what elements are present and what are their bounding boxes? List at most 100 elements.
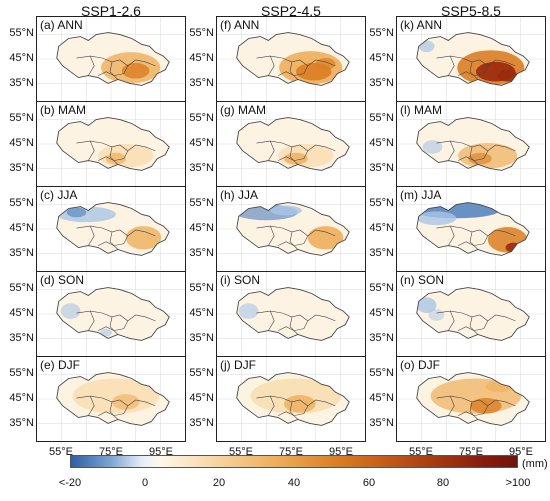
country-boundary <box>487 314 516 322</box>
country-boundary <box>256 395 309 416</box>
region-boundary <box>236 202 350 256</box>
region-map <box>397 17 545 101</box>
map-panel: (l) MAM <box>396 101 546 187</box>
region-boundary <box>236 372 350 426</box>
country-boundary <box>127 314 156 322</box>
anomaly-patch <box>100 328 112 337</box>
latitude-tick-label: 55°N <box>9 27 34 39</box>
country-boundary <box>487 144 516 152</box>
latitude-tick-label: 55°N <box>369 367 394 379</box>
anomaly-patch <box>106 152 126 165</box>
country-boundary <box>469 146 479 165</box>
latitude-tick-label: 55°N <box>369 282 394 294</box>
latitude-tick-label: 55°N <box>189 197 214 209</box>
latitude-tick-label: 45°N <box>9 137 34 149</box>
region-boundary <box>236 117 350 171</box>
latitude-tick-label: 55°N <box>9 197 34 209</box>
latitude-tick-label: 55°N <box>9 112 34 124</box>
map-panel: (c) JJA <box>36 186 186 272</box>
panel-label: (e) DJF <box>40 358 80 372</box>
colorbar-tick: >100 <box>505 477 531 489</box>
anomaly-patch <box>416 211 457 226</box>
panel-label: (j) DJF <box>220 358 256 372</box>
region-boundary <box>56 117 170 171</box>
country-boundary <box>307 314 336 322</box>
country-boundary <box>289 231 299 250</box>
panel-label: (l) MAM <box>400 103 442 117</box>
anomaly-patch <box>284 395 316 413</box>
region-boundary <box>416 287 530 341</box>
country-boundary <box>109 146 119 165</box>
country-boundary <box>88 310 95 331</box>
anomaly-patch <box>307 226 344 250</box>
region-map <box>217 357 365 441</box>
map-panel: (n) SON <box>396 271 546 357</box>
country-boundary <box>88 395 95 416</box>
latitude-tick-label: 45°N <box>189 392 214 404</box>
country-boundary <box>127 229 156 237</box>
anomaly-patch <box>428 309 445 321</box>
region-boundary <box>416 202 530 256</box>
anomaly-patch <box>416 297 437 314</box>
country-boundary <box>109 316 119 335</box>
country-boundary <box>289 401 299 420</box>
latitude-tick-label: 45°N <box>369 52 394 64</box>
panel-label: (k) ANN <box>400 18 442 32</box>
country-boundary <box>436 310 489 331</box>
region-fill <box>56 287 170 341</box>
colorbar-tick: 40 <box>287 477 301 489</box>
map-panel: (h) JJA <box>216 186 366 272</box>
latitude-tick-label: 35°N <box>189 77 214 89</box>
latitude-tick-label: 45°N <box>9 392 34 404</box>
region-map <box>37 272 185 356</box>
region-map <box>397 272 545 356</box>
country-boundary <box>307 144 336 152</box>
country-boundary <box>76 140 129 161</box>
country-boundary <box>76 395 129 416</box>
latitude-tick-label: 45°N <box>189 137 214 149</box>
panel-label: (f) ANN <box>220 18 260 32</box>
anomaly-patch <box>470 398 502 414</box>
latitude-tick-label: 35°N <box>189 247 214 259</box>
country-boundary <box>268 395 275 416</box>
region-map <box>217 187 365 271</box>
anomaly-patch <box>315 58 336 70</box>
colorbar-tick: 60 <box>362 477 376 489</box>
map-panel: (g) MAM <box>216 101 366 187</box>
latitude-tick-label: 55°N <box>189 27 214 39</box>
country-boundary <box>256 225 309 246</box>
country-boundary <box>487 59 516 67</box>
panel-label: (n) SON <box>400 273 445 287</box>
latitude-tick-label: 55°N <box>369 197 394 209</box>
anomaly-patch <box>422 140 443 154</box>
latitude-tick-label: 45°N <box>369 222 394 234</box>
panel-label: (d) SON <box>40 273 85 287</box>
country-boundary <box>469 231 479 250</box>
country-boundary <box>289 61 299 80</box>
region-fill <box>236 287 350 341</box>
latitude-tick-label: 35°N <box>369 417 394 429</box>
region-map <box>217 272 365 356</box>
panel-label: (m) JJA <box>400 188 442 202</box>
country-boundary <box>448 395 455 416</box>
latitude-tick-label: 35°N <box>369 332 394 344</box>
region-map <box>397 357 545 441</box>
latitude-tick-label: 55°N <box>189 367 214 379</box>
region-map <box>217 17 365 101</box>
country-boundary <box>127 59 156 67</box>
country-boundary <box>109 231 119 250</box>
region-boundary <box>236 287 350 341</box>
panel-label: (a) ANN <box>40 18 83 32</box>
region-boundary <box>56 202 170 256</box>
anomaly-patch <box>125 226 162 250</box>
country-boundary <box>256 55 309 76</box>
latitude-tick-label: 55°N <box>9 367 34 379</box>
anomaly-patch <box>418 40 435 53</box>
latitude-tick-label: 35°N <box>9 332 34 344</box>
country-boundary <box>436 140 489 161</box>
panel-label: (i) SON <box>220 273 260 287</box>
panel-label: (h) JJA <box>220 188 259 202</box>
country-boundary <box>76 55 129 76</box>
latitude-tick-label: 35°N <box>9 417 34 429</box>
latitude-tick-label: 35°N <box>369 247 394 259</box>
